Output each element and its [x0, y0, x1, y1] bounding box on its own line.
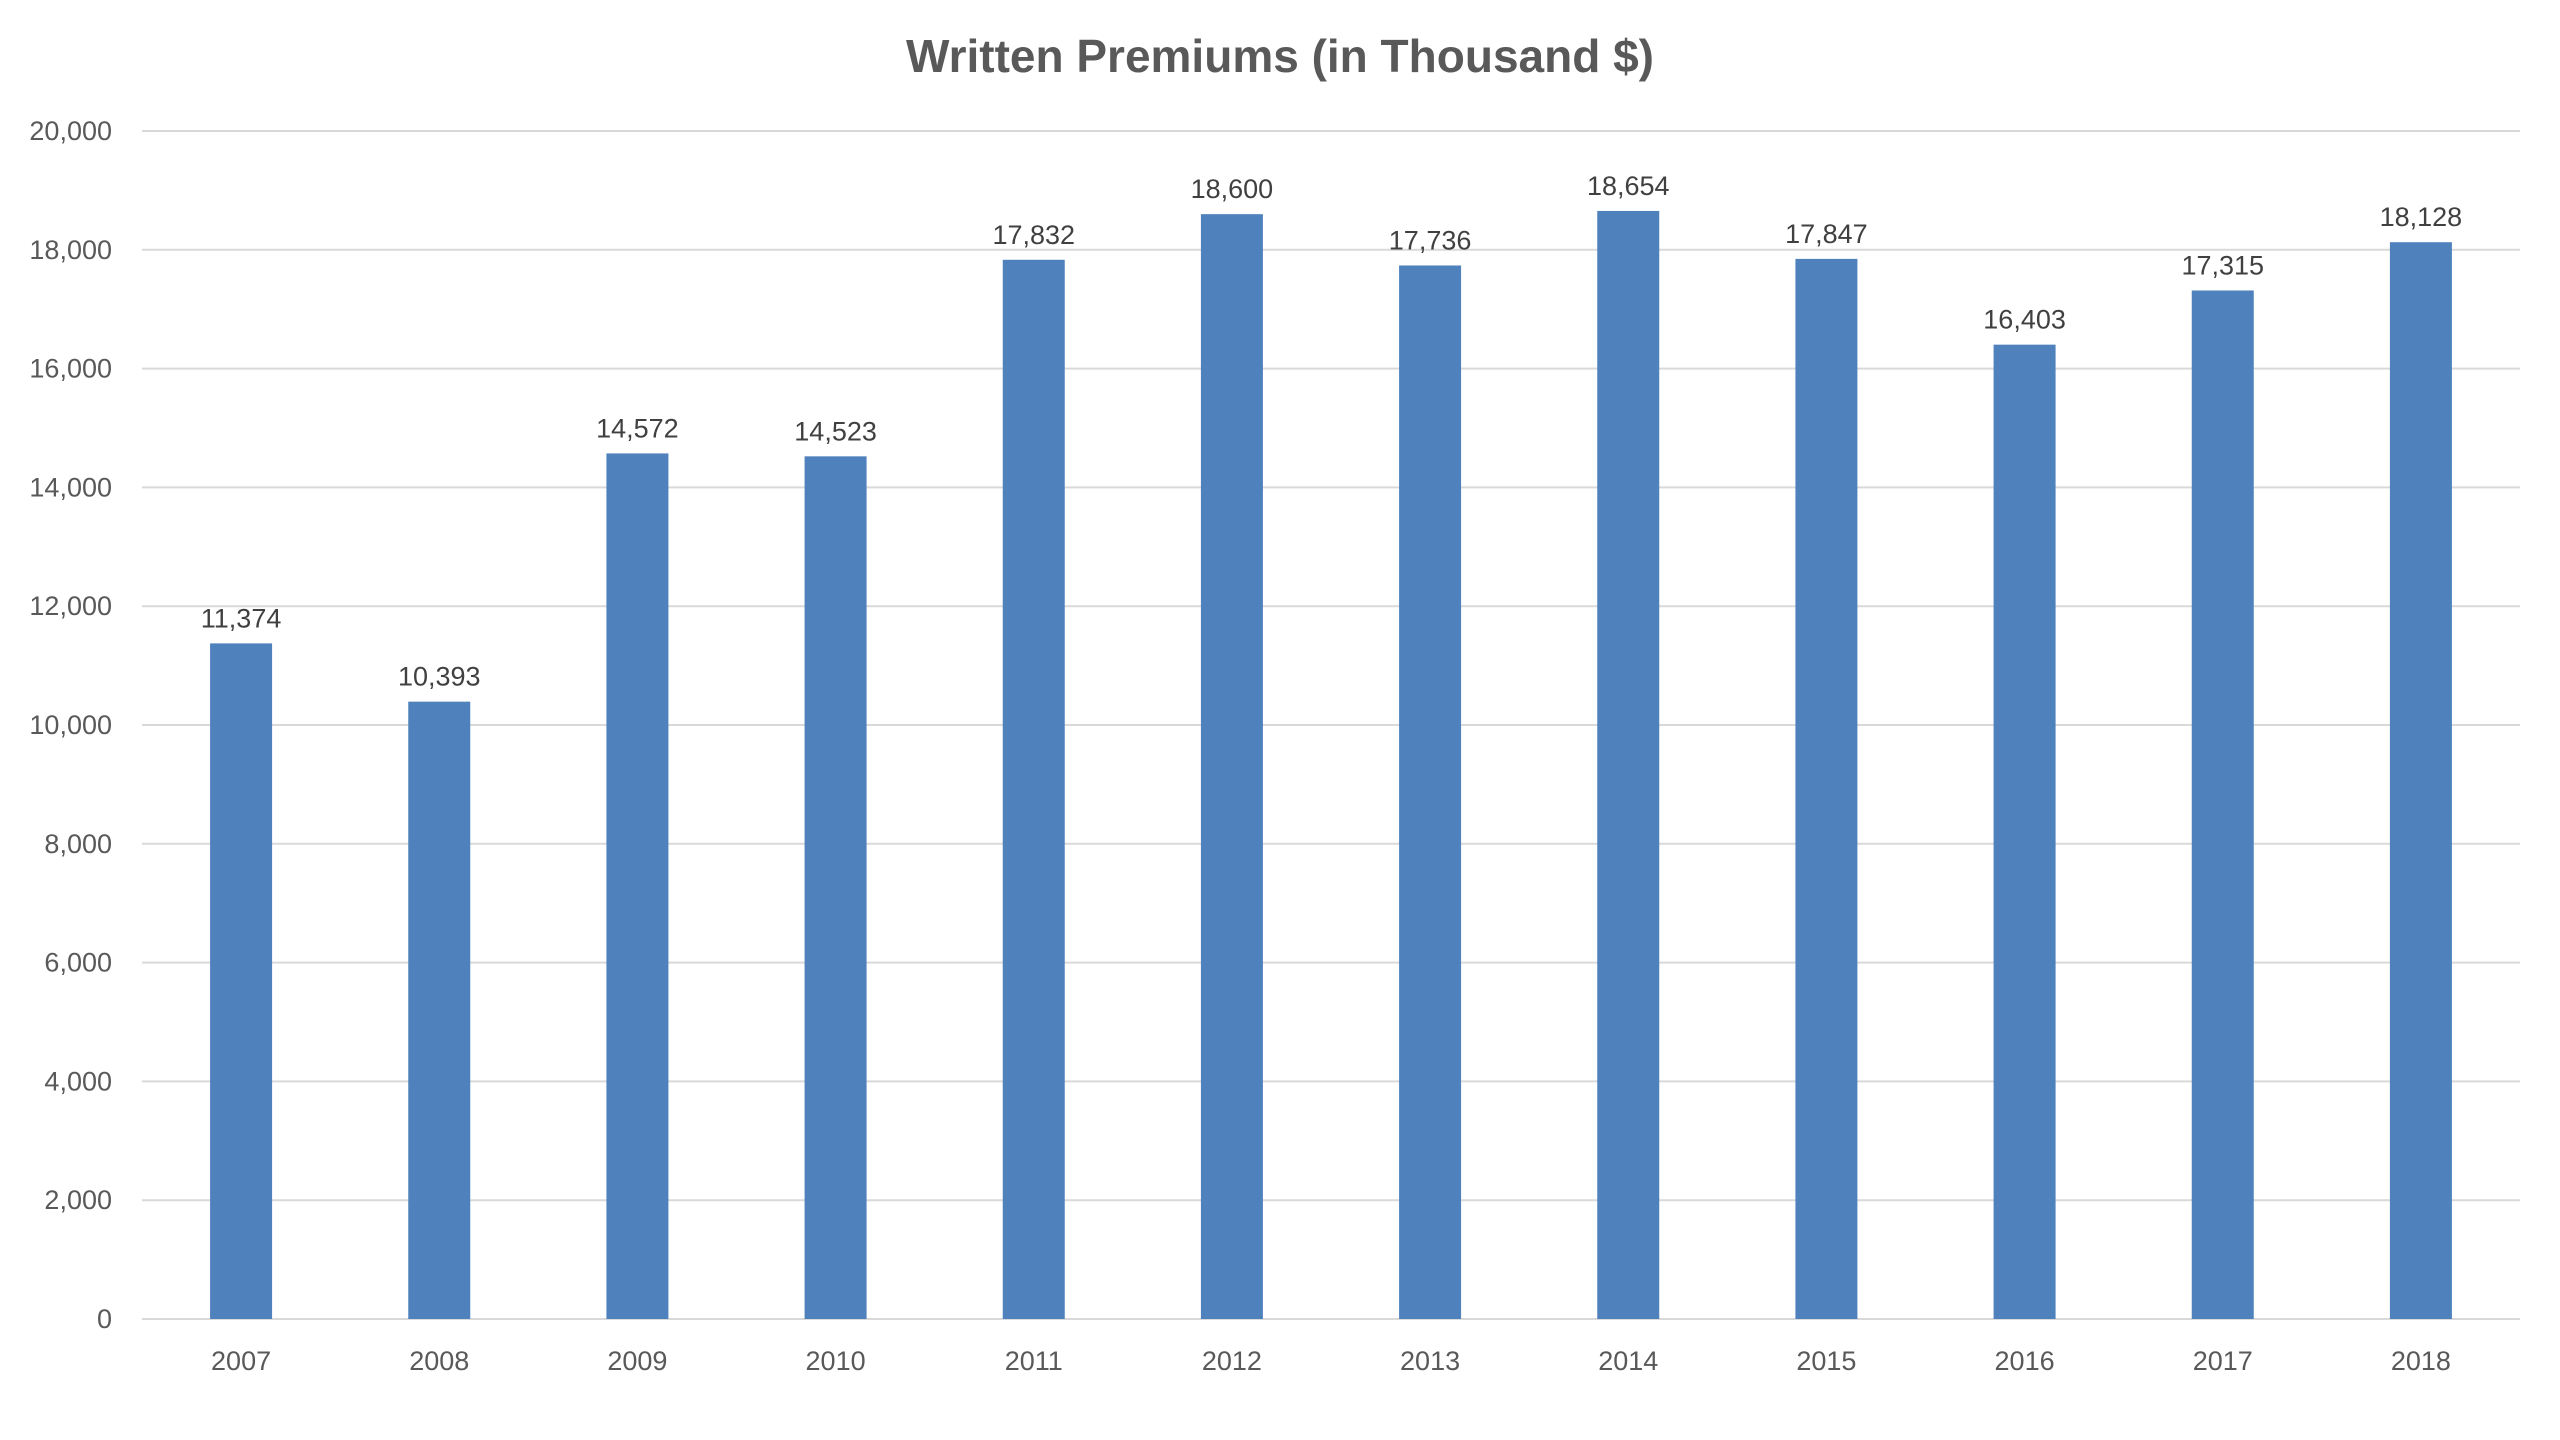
y-tick-label: 6,000: [44, 948, 112, 978]
y-tick-label: 8,000: [44, 829, 112, 859]
bar: [1993, 344, 2056, 1319]
y-tick-label: 20,000: [29, 116, 112, 146]
data-label: 18,128: [2380, 202, 2463, 232]
bar: [408, 701, 471, 1319]
bar: [1399, 265, 1462, 1320]
bar: [606, 453, 669, 1319]
x-axis-ticks: 2007 2008 2009 2010 2011 2012 2013 2014 2015 2016…: [211, 1346, 2451, 1376]
y-axis-ticks: 0 2,000 4,000 6,000 8,000 10,000 12,000 14,000 1…: [29, 116, 112, 1334]
bar: [2389, 242, 2452, 1320]
x-tick-label: 2010: [806, 1346, 866, 1376]
data-label: 14,523: [794, 416, 877, 446]
x-tick-label: 2016: [1995, 1346, 2055, 1376]
x-tick-label: 2017: [2193, 1346, 2253, 1376]
gridlines: [142, 130, 2520, 1320]
data-label: 17,736: [1389, 225, 1472, 255]
data-label: 17,832: [992, 220, 1075, 250]
data-labels: 11,374 10,393 14,572 14,523 17,832 18,600 17,7…: [201, 171, 2462, 692]
y-tick-label: 4,000: [44, 1066, 112, 1096]
x-tick-label: 2015: [1796, 1346, 1856, 1376]
data-label: 11,374: [201, 603, 282, 633]
x-tick-label: 2012: [1202, 1346, 1262, 1376]
x-tick-label: 2018: [2391, 1346, 2451, 1376]
x-tick-label: 2008: [409, 1346, 469, 1376]
y-tick-label: 0: [97, 1304, 112, 1334]
x-tick-label: 2013: [1400, 1346, 1460, 1376]
y-tick-label: 16,000: [29, 354, 112, 384]
bar: [1795, 258, 1858, 1320]
x-tick-label: 2007: [211, 1346, 271, 1376]
bar: [1002, 259, 1065, 1320]
y-tick-label: 12,000: [29, 591, 112, 621]
y-tick-label: 18,000: [29, 235, 112, 265]
data-label: 17,315: [2181, 250, 2264, 280]
data-label: 10,393: [398, 662, 481, 692]
bar: [1200, 214, 1263, 1319]
bar: [1597, 210, 1660, 1319]
y-tick-label: 2,000: [44, 1185, 112, 1215]
bars: [210, 210, 2452, 1320]
y-tick-label: 14,000: [29, 472, 112, 502]
bar: [804, 456, 867, 1319]
data-label: 18,654: [1587, 171, 1670, 201]
chart-title: Written Premiums (in Thousand $): [906, 30, 1654, 82]
x-tick-label: 2014: [1598, 1346, 1658, 1376]
data-label: 18,600: [1191, 174, 1274, 204]
x-tick-label: 2011: [1005, 1346, 1063, 1376]
data-label: 16,403: [1983, 305, 2066, 335]
y-tick-label: 10,000: [29, 710, 112, 740]
data-label: 17,847: [1785, 219, 1868, 249]
bar: [2191, 290, 2254, 1319]
x-tick-label: 2009: [607, 1346, 667, 1376]
data-label: 14,572: [596, 413, 679, 443]
bar: [210, 643, 273, 1319]
